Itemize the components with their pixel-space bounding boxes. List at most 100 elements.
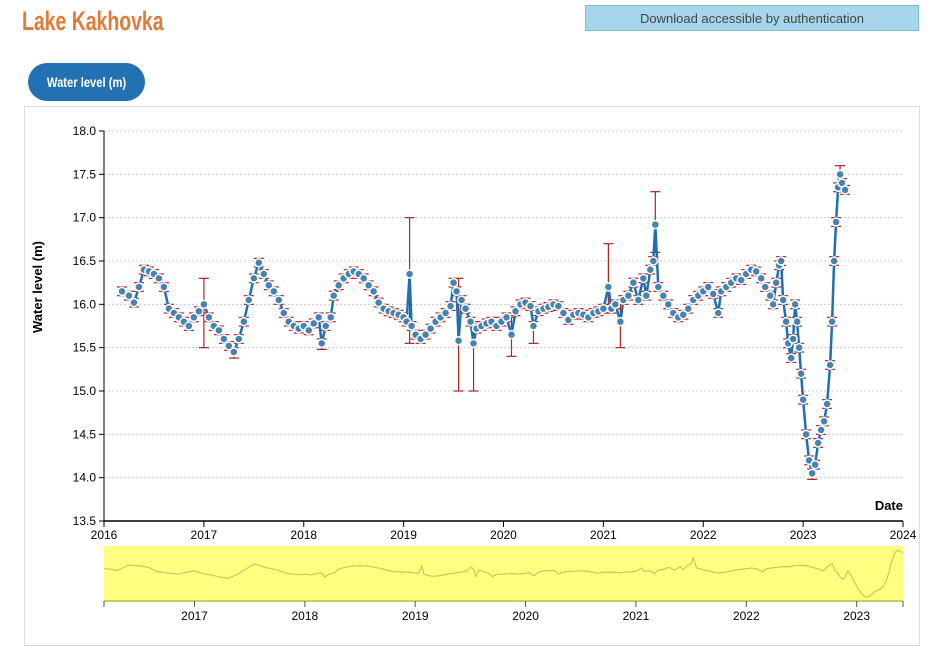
data-point	[768, 299, 778, 310]
data-point	[822, 399, 832, 409]
context-tick-label: 2022	[733, 609, 760, 623]
data-point	[765, 290, 775, 301]
data-point	[456, 295, 467, 305]
data-point	[184, 321, 194, 331]
data-point	[840, 185, 850, 195]
data-point	[553, 301, 564, 311]
data-point	[358, 273, 369, 284]
data-point	[448, 277, 459, 288]
data-point	[264, 280, 274, 291]
data-point	[465, 316, 476, 327]
data-point	[751, 266, 761, 277]
data-point	[134, 282, 144, 292]
data-point	[249, 273, 259, 284]
data-point	[645, 264, 656, 275]
data-point	[440, 308, 451, 318]
data-point	[194, 306, 204, 317]
data-point	[807, 468, 817, 479]
x-tick-label: 2024	[890, 528, 917, 542]
data-point	[117, 286, 127, 297]
context-line	[103, 549, 904, 599]
x-axis-label: Date	[875, 498, 903, 513]
data-point	[786, 353, 796, 363]
data-point	[308, 318, 319, 329]
x-tick-label: 2016	[91, 528, 118, 542]
data-point	[708, 289, 718, 299]
y-tick-label: 14.5	[73, 427, 97, 441]
tab-water-level[interactable]: Water level (m)	[28, 63, 145, 101]
data-point	[244, 295, 254, 305]
y-tick-label: 17.0	[73, 211, 97, 225]
data-point	[124, 290, 134, 301]
data-point	[683, 303, 694, 314]
data-point	[368, 286, 379, 297]
context-tick-label: 2018	[292, 609, 319, 623]
data-point	[615, 316, 626, 327]
data-point	[760, 282, 770, 292]
y-tick-label: 17.5	[73, 167, 97, 181]
x-tick-label: 2023	[790, 528, 817, 542]
data-point	[214, 325, 224, 336]
data-point	[363, 280, 374, 291]
data-point	[189, 312, 199, 323]
data-point	[234, 334, 244, 344]
data-point	[794, 342, 804, 353]
x-tick-label: 2019	[390, 528, 417, 542]
data-point	[204, 312, 214, 323]
data-point	[638, 273, 649, 284]
y-tick-label: 16.0	[73, 297, 97, 311]
data-point	[373, 297, 384, 308]
data-point	[641, 290, 652, 301]
data-point	[420, 329, 431, 340]
x-tick-label: 2018	[290, 528, 317, 542]
data-point	[445, 301, 456, 311]
data-point	[628, 277, 639, 288]
y-axis-label: Water level (m)	[30, 241, 45, 333]
data-point	[829, 256, 839, 266]
data-point	[274, 295, 284, 305]
data-point	[771, 277, 781, 288]
data-point	[506, 329, 517, 340]
data-point	[816, 425, 826, 435]
data-point	[224, 341, 234, 351]
data-point	[610, 299, 621, 310]
data-point	[154, 273, 164, 284]
y-tick-label: 18.0	[73, 124, 97, 138]
data-point	[825, 360, 835, 370]
data-point	[831, 217, 841, 227]
context-tick-label: 2020	[512, 609, 539, 623]
data-point	[328, 290, 339, 301]
data-point	[648, 256, 659, 266]
page-title: Lake Kakhovka	[22, 6, 164, 36]
tab-water-level-label: Water level (m)	[46, 74, 127, 90]
data-point	[468, 338, 479, 349]
data-point	[713, 308, 723, 318]
data-point	[316, 338, 327, 349]
data-point	[810, 459, 820, 470]
y-tick-label: 15.0	[73, 384, 97, 398]
data-point	[798, 394, 808, 405]
data-point	[269, 286, 279, 297]
data-point	[451, 286, 462, 297]
data-point	[404, 269, 415, 279]
data-point	[653, 282, 664, 292]
data-point	[788, 334, 798, 344]
data-point	[776, 256, 786, 266]
download-button[interactable]: Download accessible by authentication	[585, 5, 919, 31]
data-point	[598, 303, 609, 314]
data-point	[703, 282, 713, 292]
data-point	[325, 312, 336, 323]
data-point	[453, 335, 464, 346]
data-point	[333, 280, 344, 291]
y-tick-label: 14.0	[73, 471, 97, 485]
x-tick-label: 2021	[590, 528, 617, 542]
data-point	[525, 301, 536, 311]
data-point	[129, 297, 139, 308]
data-point	[259, 269, 269, 279]
context-tick-label: 2021	[623, 609, 650, 623]
data-point	[658, 290, 669, 301]
data-point	[827, 316, 837, 327]
x-tick-label: 2020	[490, 528, 517, 542]
y-tick-label: 15.5	[73, 341, 97, 355]
